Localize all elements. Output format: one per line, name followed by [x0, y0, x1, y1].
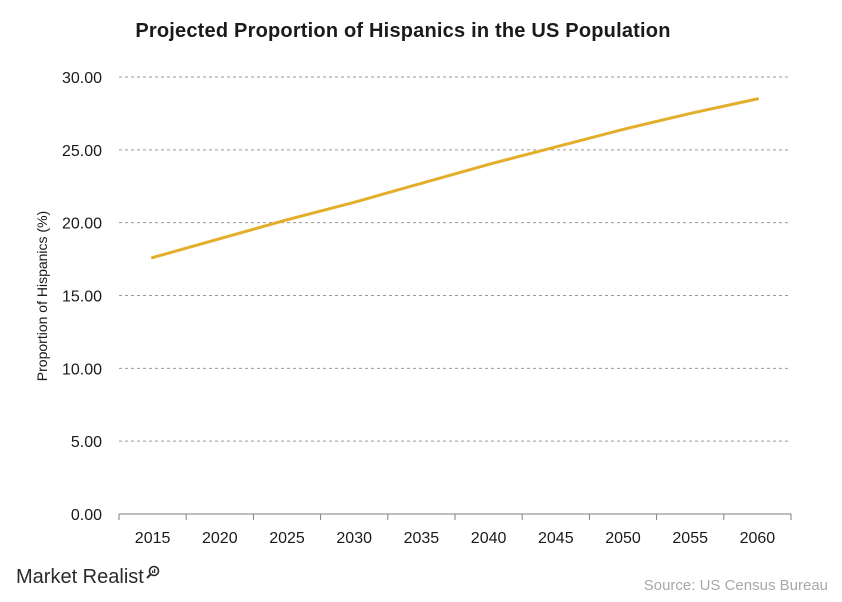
x-tick-label: 2035 [404, 530, 440, 547]
x-tick-label: 2060 [740, 530, 776, 547]
brand-name: Market Realist [16, 566, 144, 588]
x-tick-label: 2020 [202, 530, 238, 547]
brand-logo: Market Realist [16, 565, 160, 589]
x-tick-label: 2015 [135, 530, 171, 547]
data-point [621, 127, 625, 131]
source-note: Source: US Census Bureau [643, 577, 828, 594]
data-point [151, 256, 155, 260]
y-tick-label: 5.00 [71, 434, 102, 451]
x-tick-label: 2050 [605, 530, 641, 547]
y-axis-ticks: 0.00 5.00 10.00 15.00 20.00 25.00 30.00 [62, 70, 102, 524]
data-point [419, 181, 423, 185]
y-tick-label: 20.00 [62, 216, 102, 233]
gridlines [119, 76, 791, 442]
data-point [352, 200, 356, 204]
x-axis [118, 513, 792, 520]
x-tick-label: 2045 [538, 530, 574, 547]
x-tick-label: 2040 [471, 530, 507, 547]
data-point [688, 111, 692, 115]
series-line [151, 97, 759, 260]
chart-title: Projected Proportion of Hispanics in the… [135, 20, 671, 42]
y-tick-label: 30.00 [62, 70, 102, 87]
data-point [755, 97, 759, 101]
x-tick-label: 2025 [269, 530, 305, 547]
data-point [487, 162, 491, 166]
y-tick-label: 10.00 [62, 361, 102, 378]
data-point [218, 237, 222, 241]
y-tick-label: 15.00 [62, 289, 102, 306]
y-axis-title: Proportion of Hispanics (%) [34, 211, 50, 381]
x-tick-label: 2055 [672, 530, 708, 547]
y-tick-label: 0.00 [71, 507, 102, 524]
y-tick-label: 25.00 [62, 143, 102, 160]
data-point [554, 145, 558, 149]
data-point [285, 218, 289, 222]
magnifier-logo-icon [146, 562, 160, 579]
series-lines [151, 97, 759, 260]
x-tick-label: 2030 [336, 530, 372, 547]
x-axis-ticks: 2015 2020 2025 2030 2035 2040 2045 2050 2055 2060 [135, 530, 775, 547]
